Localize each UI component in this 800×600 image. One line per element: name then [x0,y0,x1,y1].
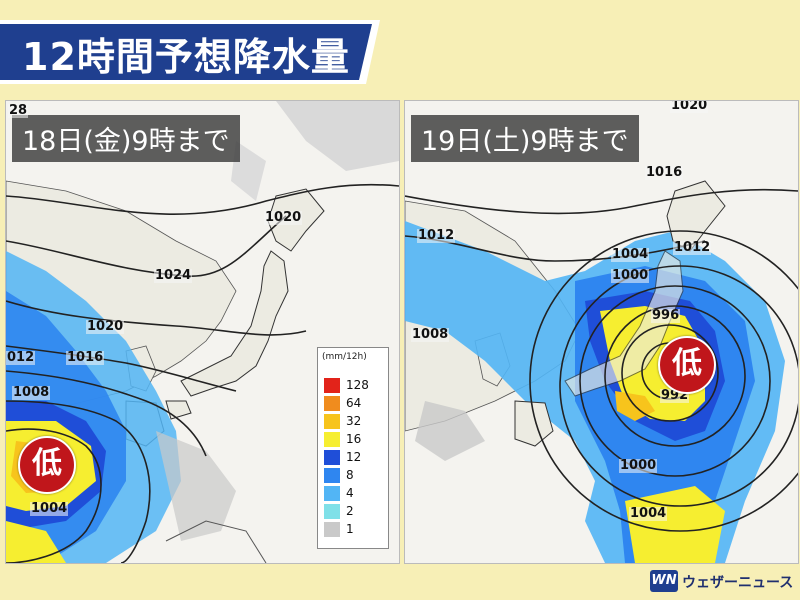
isobar-label: 1004 [611,247,650,262]
legend-item: 1 [324,522,384,537]
logo-text: ウェザーニュース [682,575,794,591]
low-pressure-marker: 低 [18,436,76,494]
legend-item: 32 [324,414,384,429]
legend-item: 16 [324,432,384,447]
legend-label: 2 [346,504,354,518]
legend-label: 1 [346,522,354,536]
legend-label: 128 [346,378,369,392]
legend-label: 16 [346,432,362,446]
legend-item: 12 [324,450,384,465]
low-pressure-marker: 低 [658,336,716,394]
isobar-label: 1000 [619,458,658,473]
legend-label: 4 [346,486,354,500]
weathernews-logo: WN ウェザーニュース [650,570,798,592]
logo-badge: WN [650,570,678,592]
legend-swatch [324,432,340,447]
legend-swatch [324,486,340,501]
legend-swatch [324,378,340,393]
isobar-label: 1020 [264,210,303,225]
legend-unit: (mm/12h) [322,352,367,362]
map-panel-left: 18日(金)9時まで 28 1020 1024 1020 1016 012 10… [5,100,400,564]
legend-swatch [324,504,340,519]
isobar-label: 1008 [411,327,450,342]
isobar-label: 1020 [670,100,709,113]
legend-swatch [324,414,340,429]
legend-item: 4 [324,486,384,501]
isobar-label: 1008 [12,385,51,400]
isobar-label: 1024 [154,268,193,283]
isobar-label: 1016 [645,165,684,180]
title-banner: 12時間予想降水量 [0,20,380,84]
legend-label: 64 [346,396,362,410]
isobar-label: 28 [8,103,29,118]
isobar-label: 1012 [673,240,712,255]
legend-swatch [324,522,340,537]
map-panel-right: 19日(土)9時まで 1020 1016 1012 1004 1012 1000… [404,100,799,564]
legend-swatch [324,468,340,483]
legend-item: 128 [324,378,384,393]
legend-label: 8 [346,468,354,482]
legend-label: 12 [346,450,362,464]
panel-left-time-label: 18日(金)9時まで [12,115,240,162]
isobar-label: 012 [6,350,36,365]
isobar-label: 1020 [86,319,125,334]
page-title: 12時間予想降水量 [22,35,350,79]
isobar-label: 1000 [611,268,650,283]
isobar-label: 1004 [629,506,668,521]
isobar-label: 1012 [417,228,456,243]
legend-item: 64 [324,396,384,411]
legend-swatch [324,396,340,411]
legend-item: 2 [324,504,384,519]
map-right-graphic [405,101,798,563]
legend-label: 32 [346,414,362,428]
precipitation-legend: (mm/12h) 128 64 32 16 12 8 4 [317,347,389,549]
isobar-label: 1016 [66,350,105,365]
isobar-label: 996 [651,308,681,323]
isobar-label: 1004 [30,501,69,516]
legend-swatch [324,450,340,465]
panel-right-time-label: 19日(土)9時まで [411,115,639,162]
title-banner-shape [0,20,380,84]
legend-item: 8 [324,468,384,483]
